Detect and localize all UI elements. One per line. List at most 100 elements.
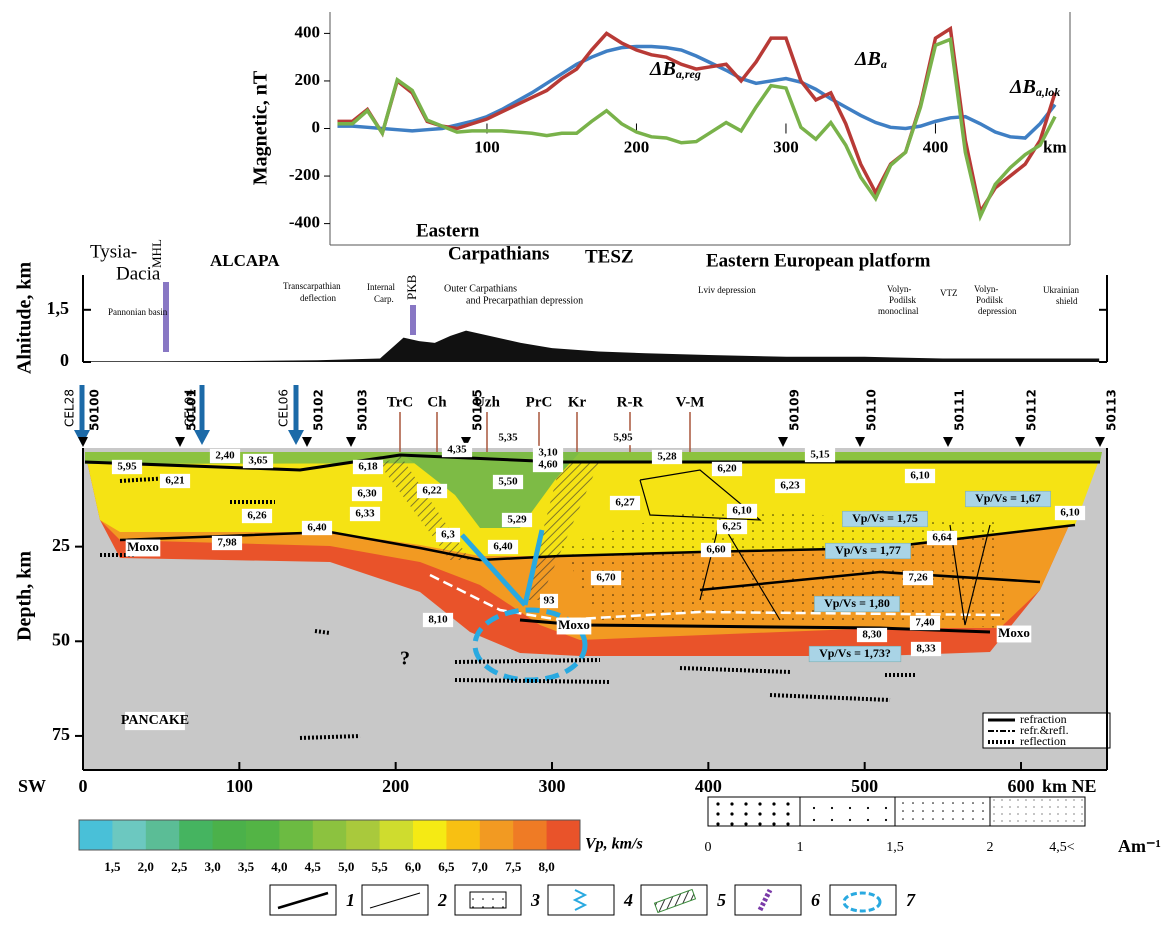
velocity-label: 4,35 <box>447 444 467 456</box>
region-label: Pannonian basin <box>108 307 168 317</box>
legend-number: 7 <box>906 890 916 910</box>
region-label: Eastern <box>416 220 480 241</box>
region-label: Carpathians <box>448 243 549 264</box>
shot-label: 50111 <box>953 389 967 431</box>
region-label: Tysia- <box>90 241 137 262</box>
velocity-label: 6,21 <box>165 475 184 487</box>
moho-label: Moxo <box>127 539 159 554</box>
magnetization-label: 2 <box>987 840 994 855</box>
legend-number: 1 <box>346 890 355 910</box>
colorbar-cell <box>213 820 247 850</box>
velocity-label: 5,50 <box>498 476 518 488</box>
x-tick-label: 200 <box>624 137 650 156</box>
y-tick-label: 0 <box>312 117 321 136</box>
shot-label: 50101 <box>185 389 199 431</box>
velocity-label: 6,25 <box>722 521 742 533</box>
velocity-label: 7,26 <box>908 572 928 584</box>
colorbar-cell <box>346 820 380 850</box>
region-label: and Precarpathian depression <box>466 295 583 306</box>
legend-symbol-box <box>548 885 614 915</box>
x-tick-label: 400 <box>923 137 949 156</box>
velocity-label: 6,26 <box>247 510 267 522</box>
y-tick-label: 1,5 <box>47 298 70 318</box>
y-tick-label: 0 <box>60 350 69 370</box>
colorbar-label: 4,0 <box>271 859 287 874</box>
y-tick-label: 400 <box>295 22 321 41</box>
colorbar-cell <box>112 820 146 850</box>
x-tick-label: 100 <box>226 776 253 796</box>
velocity-label: 5,29 <box>507 514 527 526</box>
region-label: Volyn- <box>974 284 998 294</box>
region-label: Lviv depression <box>698 285 756 295</box>
region-label: TESZ <box>585 246 634 267</box>
site-label: Ch <box>427 394 447 410</box>
magnetization-label: 1 <box>797 840 804 855</box>
magnetization-label: 0 <box>705 840 712 855</box>
colorbar-cell <box>413 820 447 850</box>
x-unit: km <box>1043 137 1067 156</box>
colorbar-unit: Vp, km/s <box>585 836 643 853</box>
region-label: Podilsk <box>889 295 917 305</box>
velocity-label: 6,60 <box>706 544 726 556</box>
cel-label: CEL28 <box>63 389 77 427</box>
velocity-label: 8,30 <box>862 629 882 641</box>
y-tick-label: 200 <box>295 70 321 89</box>
colorbar-label: 6,0 <box>405 859 421 874</box>
colorbar-label: 5,0 <box>338 859 354 874</box>
colorbar-cell <box>279 820 313 850</box>
y-axis-label: Depth, km <box>14 551 36 641</box>
altitude-area <box>83 331 1099 362</box>
legend-label: ΔBa,lok <box>1009 76 1060 99</box>
site-label: TrC <box>387 394 413 410</box>
vpvs-label: Vp/Vs = 1,73? <box>819 646 891 660</box>
region-label: Internal <box>367 282 395 292</box>
colorbar-label: 1,5 <box>104 859 121 874</box>
axis-end-label: km NE <box>1042 776 1097 796</box>
shot-label: 50110 <box>865 389 879 431</box>
velocity-label: 6,22 <box>422 485 442 497</box>
x-tick-label: 200 <box>382 776 409 796</box>
colorbar-label: 6,5 <box>438 859 455 874</box>
velocity-label: 6,70 <box>596 572 616 584</box>
shot-marker <box>302 437 312 447</box>
legend-number: 3 <box>530 890 540 910</box>
magnetization-cell <box>895 797 990 826</box>
region-label: ALCAPA <box>210 251 280 270</box>
site-label: R-R <box>617 394 644 410</box>
colorbar-cell <box>79 820 113 850</box>
velocity-label: 3,10 <box>538 447 558 459</box>
shot-marker <box>175 437 185 447</box>
colorbar-label: 8,0 <box>538 859 554 874</box>
shot-marker <box>943 437 953 447</box>
colorbar-cell <box>480 820 514 850</box>
legend-number: 2 <box>437 890 447 910</box>
velocity-label: 6,20 <box>717 463 737 475</box>
question-mark: ? <box>400 648 410 670</box>
shot-marker <box>1095 437 1105 447</box>
colorbar-label: 5,5 <box>371 859 388 874</box>
legend-number: 4 <box>623 890 633 910</box>
region-label: MHL <box>149 239 164 268</box>
cel-arrow-head <box>194 430 210 445</box>
region-label: Podilsk <box>976 295 1004 305</box>
region-label: monoclinal <box>878 306 919 316</box>
shot-label: 50112 <box>1025 389 1039 431</box>
colorbar-cell <box>380 820 414 850</box>
region-label: deflection <box>300 293 336 303</box>
colorbar-cell <box>513 820 547 850</box>
marker-bar <box>410 305 416 335</box>
moho-label: Moxo <box>558 617 590 632</box>
magnetization-label: 1,5 <box>886 840 904 855</box>
shot-label: 50103 <box>356 389 370 431</box>
region-label: Volyn- <box>887 284 911 294</box>
vpvs-label: Vp/Vs = 1,75 <box>852 511 918 525</box>
figure: -400-2000200400100200300400kmMagnetic, n… <box>0 0 1176 937</box>
colorbar-label: 7,0 <box>472 859 488 874</box>
region-label: Outer Carpathians <box>444 283 517 294</box>
shot-marker <box>346 437 356 447</box>
velocity-label: 6,10 <box>1060 507 1080 519</box>
page: {"chart_data": [ {"type": "line", "ylabe… <box>0 0 1176 937</box>
cel-arrow-head <box>288 430 304 445</box>
y-tick-label: 75 <box>52 724 70 744</box>
velocity-label: 8,33 <box>916 643 936 655</box>
